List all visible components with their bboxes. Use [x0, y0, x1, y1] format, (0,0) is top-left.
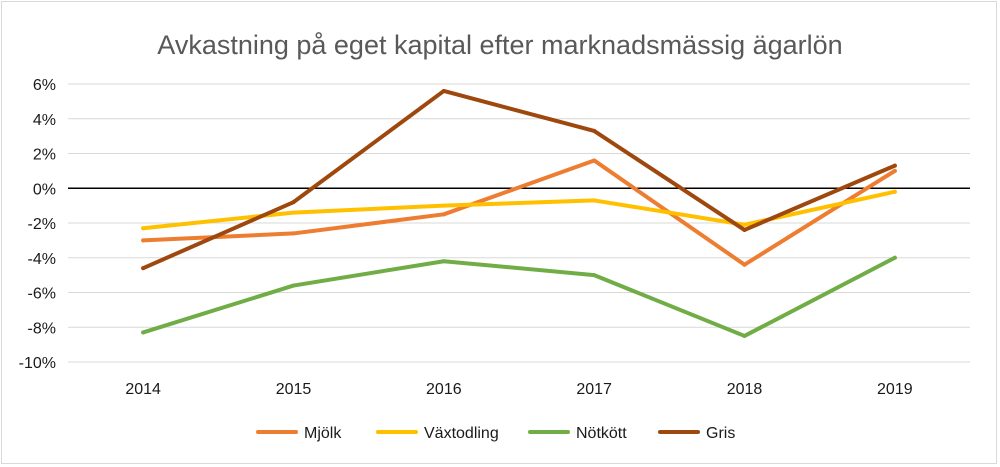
data-point — [742, 222, 747, 227]
chart-title: Avkastning på eget kapital efter marknad… — [157, 30, 842, 60]
y-tick-label: -2% — [28, 216, 56, 233]
data-point — [141, 226, 146, 231]
data-point — [742, 333, 747, 338]
y-tick-label: -10% — [19, 355, 56, 372]
x-tick-label: 2016 — [426, 381, 462, 398]
y-tick-label: -8% — [28, 320, 56, 337]
data-point — [892, 168, 897, 173]
series-lines — [141, 88, 897, 338]
data-point — [592, 198, 597, 203]
y-tick-label: -4% — [28, 251, 56, 268]
data-point — [441, 259, 446, 264]
data-point — [742, 262, 747, 267]
data-point — [141, 266, 146, 271]
data-point — [291, 283, 296, 288]
legend-label: Mjölk — [304, 425, 342, 442]
gridlines — [68, 83, 970, 363]
y-tick-label: 4% — [33, 112, 56, 129]
series-line-nötkött — [141, 255, 897, 338]
y-tick-label: 2% — [33, 147, 56, 164]
y-tick-label: -6% — [28, 286, 56, 303]
x-tick-label: 2017 — [576, 381, 612, 398]
y-tick-label: 0% — [33, 181, 56, 198]
data-point — [141, 238, 146, 243]
data-point — [291, 231, 296, 236]
legend-label: Nötkött — [576, 425, 627, 442]
data-point — [592, 158, 597, 163]
data-point — [592, 128, 597, 133]
data-point — [141, 330, 146, 335]
data-point — [441, 88, 446, 93]
legend-label: Växtodling — [424, 425, 499, 442]
y-tick-label: 6% — [33, 77, 56, 94]
series-line-mjölk — [141, 158, 897, 267]
x-tick-label: 2015 — [276, 381, 312, 398]
data-point — [291, 210, 296, 215]
legend-label: Gris — [706, 425, 735, 442]
data-point — [441, 203, 446, 208]
legend: Mjölk Växtodling Nötkött Gris — [256, 425, 735, 442]
data-point — [592, 273, 597, 278]
data-point — [441, 212, 446, 217]
series-line-gris — [141, 88, 897, 271]
data-point — [742, 227, 747, 232]
data-point — [892, 255, 897, 260]
x-axis-ticks: 2014 2015 2016 2017 2018 2019 — [125, 381, 912, 398]
x-tick-label: 2014 — [125, 381, 161, 398]
data-point — [291, 200, 296, 205]
y-axis-ticks: 6% 4% 2% 0% -2% -4% -6% -8% -10% — [19, 77, 56, 372]
x-tick-label: 2019 — [877, 381, 913, 398]
x-tick-label: 2018 — [727, 381, 763, 398]
data-point — [892, 189, 897, 194]
data-point — [892, 163, 897, 168]
